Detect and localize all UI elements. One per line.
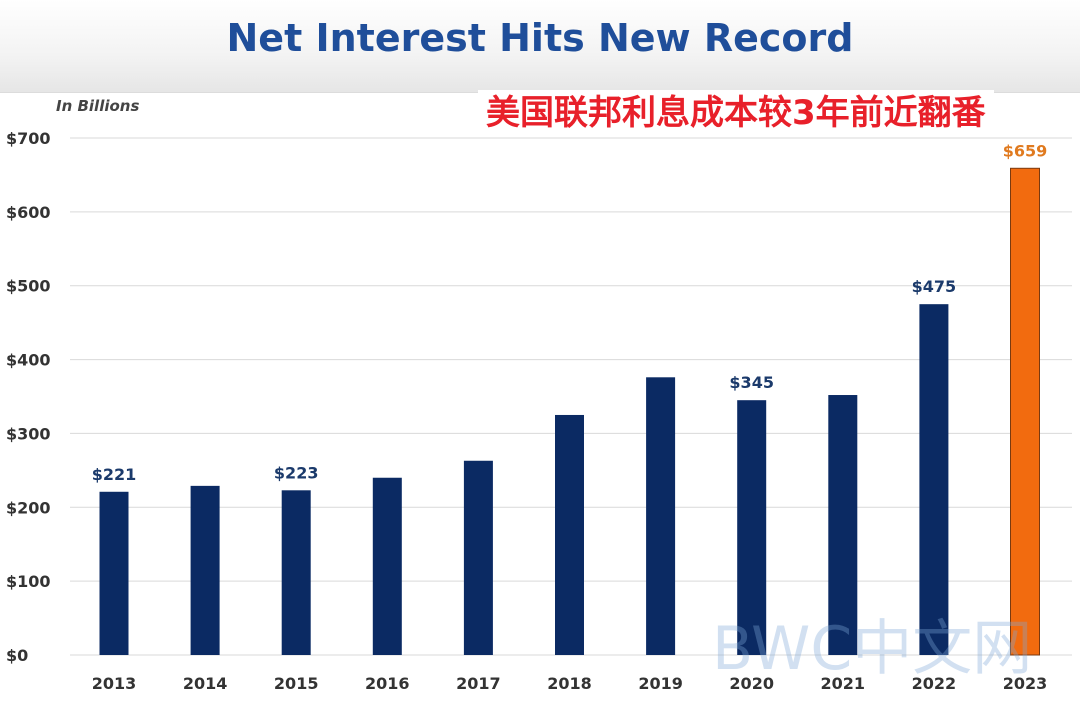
y-tick-label: $700 <box>6 129 51 148</box>
x-tick-label: 2013 <box>92 674 137 693</box>
y-tick-label: $300 <box>6 424 51 443</box>
bar <box>919 304 949 655</box>
bar <box>646 377 676 655</box>
y-tick-label: $200 <box>6 498 51 517</box>
x-tick-label: 2014 <box>183 674 228 693</box>
y-tick-label: $600 <box>6 203 51 222</box>
bar <box>737 400 767 655</box>
y-tick-label: $100 <box>6 572 51 591</box>
unit-label: In Billions <box>56 97 140 115</box>
bar <box>281 490 311 655</box>
x-tick-label: 2021 <box>821 674 866 693</box>
bar <box>555 414 584 655</box>
data-label: $475 <box>912 277 957 296</box>
x-tick-label: 2020 <box>729 674 774 693</box>
data-label: $221 <box>92 465 137 484</box>
data-label: $659 <box>1003 141 1048 160</box>
watermark: BWC中文网 <box>712 614 1033 684</box>
data-label: $223 <box>274 463 319 482</box>
y-tick-label: $0 <box>6 646 28 665</box>
bar <box>463 460 493 655</box>
y-tick-label: $400 <box>6 351 51 370</box>
bar <box>372 477 402 655</box>
title-band <box>0 0 1080 93</box>
x-tick-label: 2022 <box>912 674 957 693</box>
x-tick-label: 2017 <box>456 674 501 693</box>
bar <box>828 395 858 655</box>
y-tick-label: $500 <box>6 277 51 296</box>
x-tick-label: 2018 <box>547 674 592 693</box>
x-tick-label: 2019 <box>638 674 683 693</box>
x-tick-label: 2016 <box>365 674 410 693</box>
x-tick-label: 2023 <box>1003 674 1048 693</box>
bar <box>190 485 220 655</box>
bar <box>99 491 129 655</box>
x-tick-label: 2015 <box>274 674 319 693</box>
bar <box>1010 167 1040 656</box>
chart-title: Net Interest Hits New Record <box>226 16 854 60</box>
data-label: $345 <box>729 373 774 392</box>
chinese-annotation: 美国联邦利息成本较3年前近翻番 <box>478 90 994 136</box>
